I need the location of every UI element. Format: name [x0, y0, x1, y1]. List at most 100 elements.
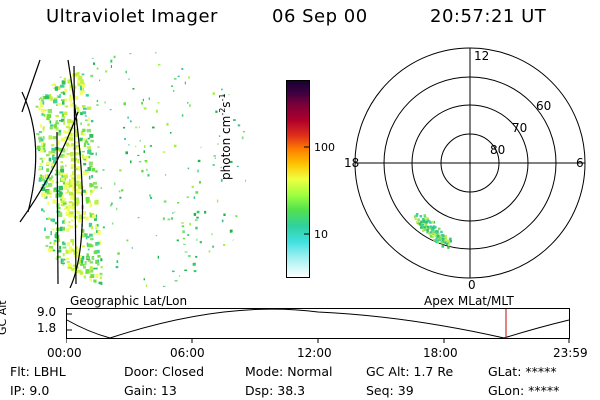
- speckle-dot: [173, 78, 177, 80]
- band-dot: [83, 189, 86, 192]
- band-dot: [69, 182, 72, 185]
- speckle-dot: [137, 154, 140, 157]
- band-dot: [70, 219, 74, 222]
- band-dot: [67, 123, 71, 127]
- band-dot: [60, 137, 66, 142]
- band-dot: [44, 227, 46, 231]
- band-dot: [80, 130, 84, 136]
- speckle-dot: [141, 169, 144, 173]
- colorbar-ticks: 100 10: [304, 141, 335, 241]
- aurora-dot: [445, 242, 449, 246]
- band-dot: [80, 257, 83, 262]
- band-dot: [97, 259, 100, 263]
- band-dot: [54, 187, 57, 190]
- band-dot: [89, 183, 92, 188]
- band-dot: [39, 138, 44, 142]
- orbit-xtick-0: 00:00: [47, 346, 82, 360]
- speckle-dot: [199, 241, 202, 244]
- band-dot: [72, 188, 76, 191]
- band-dot: [75, 152, 79, 155]
- geo-gridlines: [19, 59, 84, 288]
- band-dot: [97, 254, 101, 258]
- emission-band: [31, 72, 103, 286]
- band-dot: [76, 199, 80, 205]
- band-dot: [99, 276, 102, 279]
- band-dot: [90, 268, 94, 273]
- band-dot: [47, 201, 50, 205]
- geographic-image: [19, 52, 246, 288]
- band-dot: [40, 124, 42, 128]
- band-dot: [81, 281, 84, 284]
- speckle-dot: [109, 109, 112, 111]
- band-dot: [45, 174, 48, 178]
- band-dot: [44, 95, 49, 99]
- band-dot: [43, 210, 45, 213]
- speckle-dot: [130, 160, 132, 164]
- aurora-dot: [415, 213, 419, 216]
- aurora-dot: [429, 221, 432, 224]
- band-dot: [69, 84, 73, 88]
- speckle-dot: [110, 65, 112, 68]
- band-dot: [89, 134, 94, 138]
- band-dot: [49, 126, 53, 130]
- speckle-dot: [124, 138, 126, 141]
- band-dot: [72, 241, 74, 246]
- band-dot: [63, 208, 66, 211]
- speckle-dot: [118, 190, 121, 193]
- band-dot: [45, 267, 50, 271]
- band-dot: [52, 76, 57, 78]
- speckle-dot: [176, 239, 179, 242]
- band-dot: [55, 122, 59, 125]
- speckle-dot: [85, 119, 88, 121]
- band-dot: [62, 101, 65, 105]
- band-dot: [90, 192, 92, 195]
- status-mode: Mode: Normal: [245, 364, 333, 379]
- band-dot: [85, 196, 90, 202]
- band-dot: [52, 249, 56, 252]
- band-dot: [87, 137, 90, 140]
- status-gain: Gain: 13: [124, 383, 177, 398]
- aurora-dot: [426, 217, 430, 220]
- speckle-dot: [95, 170, 98, 173]
- band-dot: [64, 98, 67, 101]
- speckle-dot: [172, 212, 174, 214]
- band-dot: [63, 155, 67, 158]
- band-dot: [49, 241, 52, 244]
- band-dot: [45, 115, 48, 118]
- band-dot: [37, 96, 40, 101]
- speckle-dot: [128, 78, 130, 80]
- colorbar: [286, 80, 310, 278]
- mlt-label-12: 12: [474, 49, 489, 63]
- band-dot: [72, 73, 78, 76]
- speckle-dot: [99, 79, 101, 82]
- aurora-dot: [422, 220, 426, 223]
- band-dot: [91, 168, 96, 172]
- band-dot: [70, 238, 75, 243]
- speckle-dot: [117, 252, 120, 255]
- band-dot: [89, 261, 94, 264]
- speckle-dot: [193, 270, 197, 273]
- aurora-dot: [438, 227, 441, 231]
- speckle-dot: [90, 189, 94, 193]
- band-dot: [43, 143, 46, 148]
- speckle-dot: [197, 159, 201, 163]
- speckle-dot: [155, 109, 158, 113]
- aurora-dot: [447, 243, 451, 247]
- band-dot: [49, 195, 52, 198]
- band-dot: [73, 199, 78, 204]
- band-dot: [91, 189, 95, 192]
- aurora-dot: [424, 224, 428, 227]
- speckle-dot: [143, 278, 145, 281]
- speckle-dot: [121, 189, 124, 192]
- speckle-dot: [237, 124, 241, 127]
- band-dot: [68, 144, 71, 147]
- aurora-dot: [449, 240, 452, 243]
- band-dot: [49, 72, 51, 75]
- aurora-dot: [423, 225, 426, 229]
- lat-label-70: 70: [512, 121, 527, 135]
- band-dot: [67, 118, 72, 123]
- band-dot: [76, 166, 81, 169]
- speckle-dot: [90, 74, 94, 78]
- band-dot: [46, 189, 50, 194]
- speckle-dot: [129, 53, 132, 55]
